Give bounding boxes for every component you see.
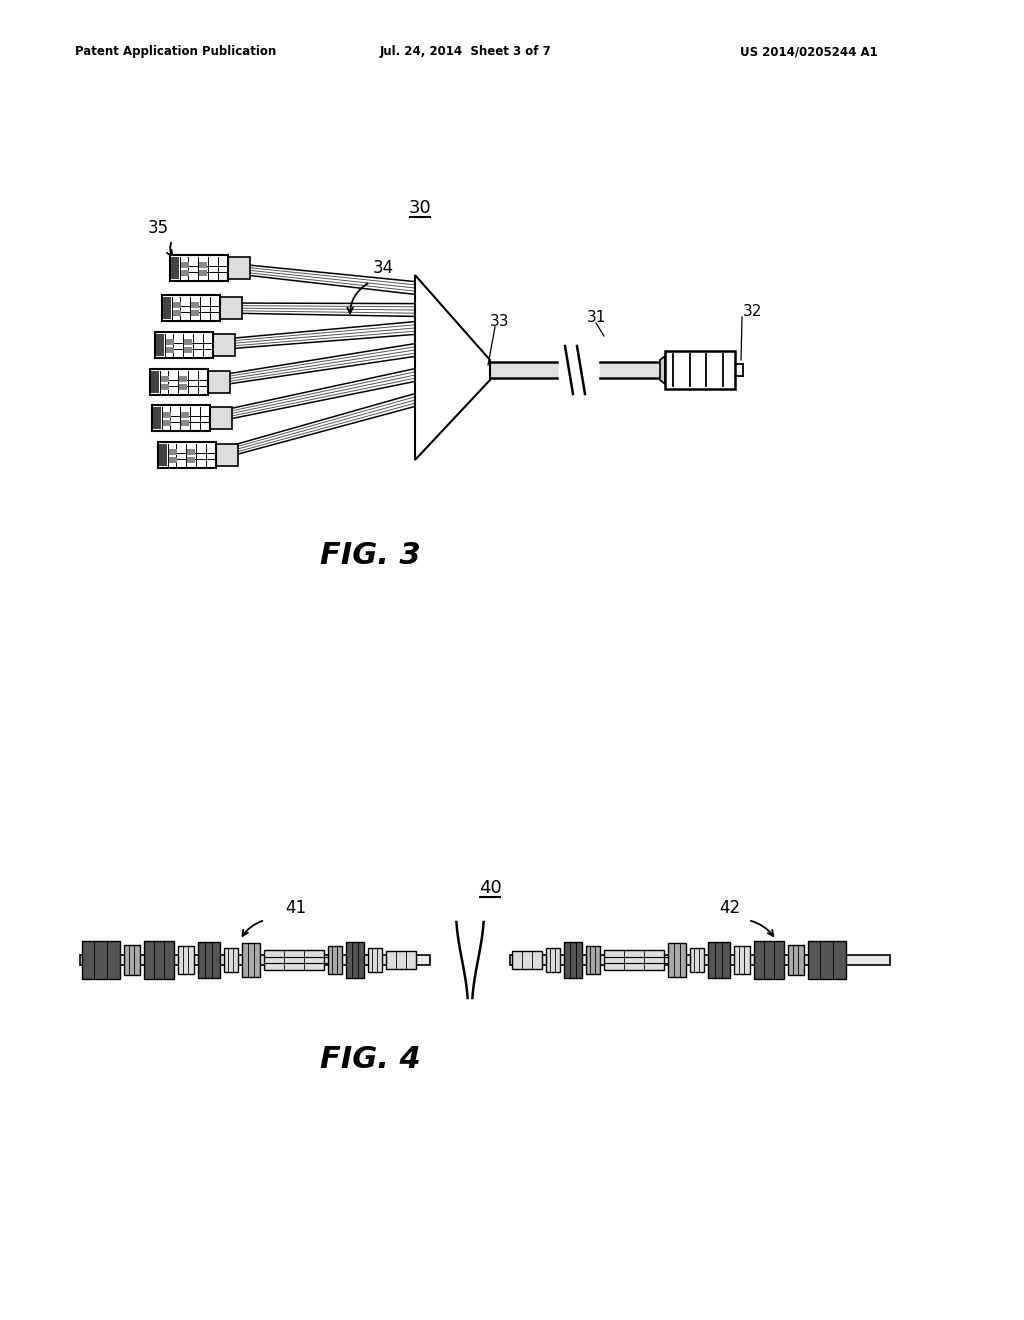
Bar <box>173 310 181 315</box>
Text: FIG. 4: FIG. 4 <box>319 1045 421 1074</box>
Bar <box>224 948 238 972</box>
Bar <box>184 339 193 345</box>
Polygon shape <box>660 356 665 384</box>
Text: 30: 30 <box>409 199 431 216</box>
Bar <box>187 449 195 455</box>
Bar <box>163 420 171 426</box>
Text: FIG. 3: FIG. 3 <box>319 540 421 569</box>
Text: Patent Application Publication: Patent Application Publication <box>75 45 276 58</box>
Bar <box>198 942 220 978</box>
Bar <box>80 954 430 965</box>
Bar <box>346 942 364 978</box>
Bar <box>144 941 174 979</box>
Bar <box>665 351 735 389</box>
Bar <box>153 407 161 429</box>
Bar <box>184 347 193 352</box>
Polygon shape <box>559 342 591 399</box>
Bar <box>181 261 189 268</box>
Bar <box>181 420 189 426</box>
Text: Jul. 24, 2014  Sheet 3 of 7: Jul. 24, 2014 Sheet 3 of 7 <box>380 45 552 58</box>
Text: 33: 33 <box>490 314 510 330</box>
Bar <box>734 946 750 974</box>
Bar <box>152 405 210 432</box>
Bar <box>668 942 686 977</box>
Bar <box>181 412 189 418</box>
Bar <box>187 457 195 463</box>
Bar <box>264 950 324 970</box>
Bar <box>586 946 600 974</box>
Bar <box>170 255 228 281</box>
Bar <box>161 384 169 389</box>
Bar <box>604 950 664 970</box>
Bar <box>156 334 164 356</box>
Bar <box>510 954 890 965</box>
Bar <box>150 370 208 395</box>
Text: 34: 34 <box>373 259 393 277</box>
Bar <box>178 946 194 974</box>
Bar <box>191 302 199 308</box>
Bar <box>173 302 181 308</box>
Bar <box>191 310 199 315</box>
Bar <box>328 946 342 974</box>
Bar <box>82 941 120 979</box>
Bar <box>788 945 804 975</box>
Bar <box>220 297 242 319</box>
Bar <box>754 941 784 979</box>
Bar <box>808 941 846 979</box>
Bar <box>546 948 560 972</box>
Bar <box>208 371 230 393</box>
Bar <box>151 371 159 393</box>
Bar <box>166 339 174 345</box>
Bar <box>169 457 177 463</box>
Bar <box>179 384 187 389</box>
Bar <box>199 271 207 276</box>
Bar <box>210 407 232 429</box>
Text: US 2014/0205244 A1: US 2014/0205244 A1 <box>740 45 878 58</box>
Bar <box>228 257 250 279</box>
Bar <box>368 948 382 972</box>
Bar <box>169 449 177 455</box>
Text: 40: 40 <box>478 879 502 898</box>
Bar <box>213 334 234 356</box>
Bar <box>708 942 730 978</box>
Text: 41: 41 <box>286 899 306 917</box>
Bar <box>386 950 416 969</box>
Bar <box>124 945 140 975</box>
Bar <box>163 412 171 418</box>
Bar <box>216 444 238 466</box>
Bar <box>690 948 705 972</box>
Bar <box>155 333 213 358</box>
Bar <box>163 297 171 319</box>
Text: 42: 42 <box>720 899 740 917</box>
Polygon shape <box>415 275 490 459</box>
Bar <box>242 942 260 977</box>
Bar <box>161 376 169 381</box>
Bar <box>162 294 220 321</box>
Bar <box>181 271 189 276</box>
Bar <box>166 347 174 352</box>
Bar <box>564 942 582 978</box>
Text: 32: 32 <box>742 305 762 319</box>
Bar <box>199 261 207 268</box>
Bar <box>159 444 167 466</box>
Bar <box>171 257 179 279</box>
Bar <box>158 442 216 469</box>
Text: 31: 31 <box>587 310 605 326</box>
Bar <box>179 376 187 381</box>
Text: 35: 35 <box>147 219 169 238</box>
Bar <box>512 950 542 969</box>
